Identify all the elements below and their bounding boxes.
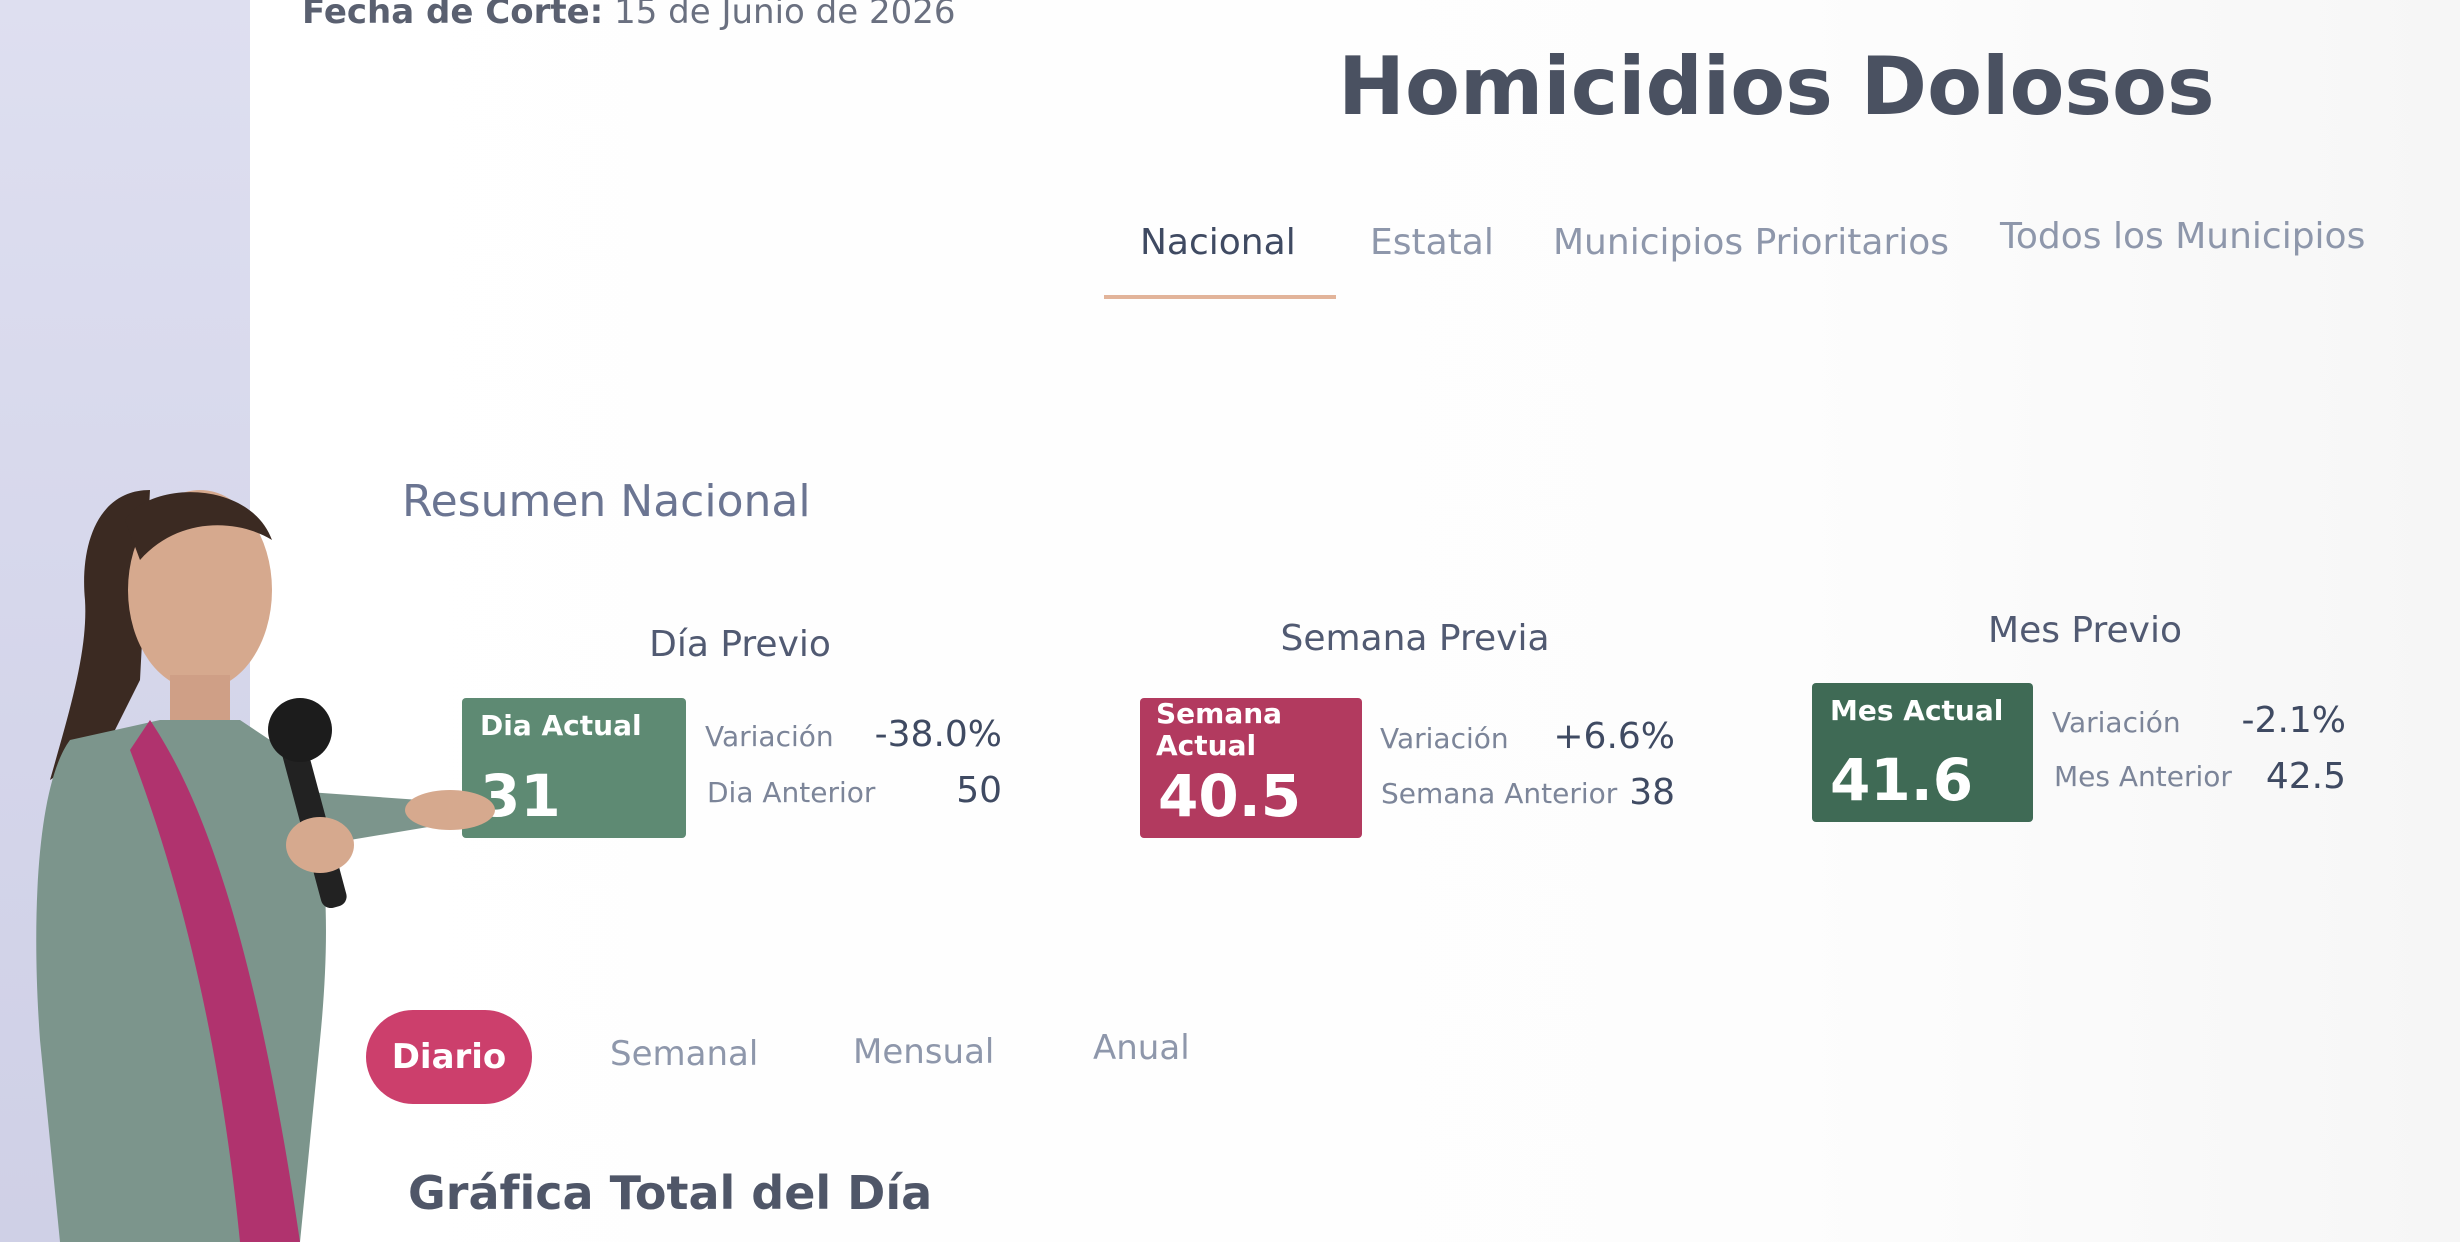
badge: Dia Actual 31 [462,698,686,838]
tab[interactable]: Estatal [1370,222,1494,263]
previous-value: 50 [956,770,1002,811]
variation-value: -2.1% [2241,700,2346,741]
card-heading: Mes Previo [1988,610,2182,651]
period-tab[interactable]: Semanal [610,1034,759,1074]
chart-title: Gráfica Total del Día [408,1166,933,1220]
variation-label: Variación [1380,722,1509,755]
badge-value: 31 [480,762,561,830]
previous-label: Dia Anterior [707,776,876,809]
period-tab[interactable]: Mensual [853,1032,995,1072]
tab[interactable]: Nacional [1140,222,1296,263]
hand [286,817,354,873]
cutoff-date: Fecha de Corte: 15 de Junio de 2026 [302,0,956,32]
previous-value: 42.5 [2265,756,2346,797]
previous-label: Mes Anterior [2054,760,2232,793]
tab[interactable]: Municipios Prioritarios [1553,222,1950,263]
hair-top [125,492,272,560]
scarf [130,720,300,1242]
variation-label: Variación [2052,706,2181,739]
variation-label: Variación [705,720,834,753]
dashboard [250,0,2460,1242]
section-title: Resumen Nacional [402,476,811,527]
badge-value: 40.5 [1158,762,1302,830]
head [128,490,272,690]
page-title: Homicidios Dolosos [1338,40,2215,133]
previous-value: 38 [1629,772,1675,813]
date-label: Fecha de Corte: [302,0,604,32]
variation-value: +6.6% [1553,716,1675,757]
date-value: 15 de Junio de 2026 [614,0,956,32]
variation-value: -38.0% [874,714,1002,755]
hair [50,490,150,780]
period-tab[interactable]: Anual [1093,1028,1190,1068]
badge-value: 41.6 [1830,746,1974,814]
badge-label: Semana Actual [1156,697,1283,762]
badge-label: Mes Actual [1830,694,2004,727]
tab[interactable]: Todos los Municipios [2000,216,2366,257]
badge-label: Dia Actual [480,709,642,742]
card-heading: Día Previo [649,624,831,665]
badge: Semana Actual 40.5 [1140,698,1362,838]
hand [405,790,495,830]
card-heading: Semana Previa [1280,618,1550,659]
badge: Mes Actual 41.6 [1812,683,2033,822]
presenter [36,490,495,1242]
tab-underline [1104,295,1336,299]
microphone-head [268,698,332,762]
period-tab[interactable]: Diario [366,1010,532,1104]
previous-label: Semana Anterior [1381,777,1618,810]
